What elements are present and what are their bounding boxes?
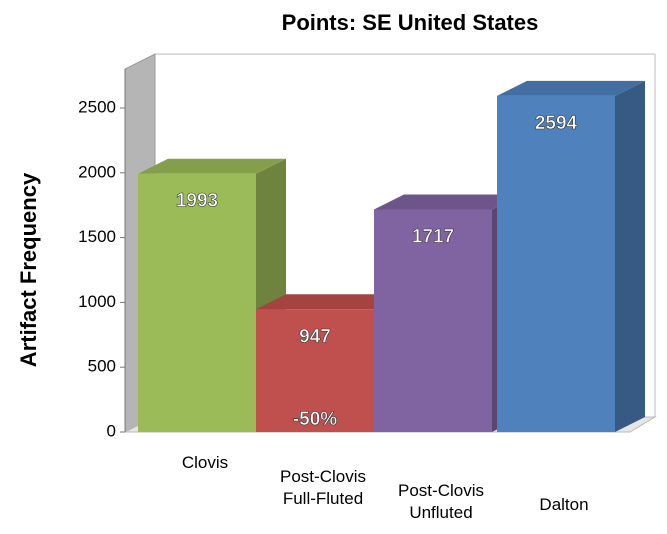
chart-title: Points: SE United States [282, 10, 539, 35]
value-label: 2594 [535, 113, 578, 134]
value-label: 1717 [412, 226, 454, 247]
y-tick-label: 500 [88, 357, 116, 376]
y-tick-label: 1500 [78, 227, 116, 246]
x-tick-label: Post-Clovis Full-Fluted [280, 467, 366, 508]
bar-top [497, 80, 645, 96]
y-tick-label: 2500 [78, 97, 116, 116]
bar-top [138, 158, 286, 174]
x-tick-label: Clovis [181, 453, 229, 472]
y-tick-label: 0 [107, 421, 116, 440]
bar-front [374, 209, 492, 432]
y-axis-label: Artifact Frequency [16, 172, 41, 367]
bar [497, 80, 645, 432]
annotation: -50% [293, 409, 337, 430]
bar-top [374, 194, 522, 210]
x-tick-label: Post-Clovis Unfluted [398, 481, 484, 522]
value-label: 947 [299, 326, 331, 347]
value-label: 1993 [176, 191, 218, 212]
y-tick-label: 1000 [78, 292, 116, 311]
bar-top [256, 294, 404, 310]
bar-front [497, 95, 615, 432]
x-tick-label: Dalton [539, 495, 589, 514]
bar-side [615, 80, 645, 432]
bar-front [256, 309, 374, 432]
y-tick-label: 2000 [78, 162, 116, 181]
bar-front [138, 173, 256, 432]
